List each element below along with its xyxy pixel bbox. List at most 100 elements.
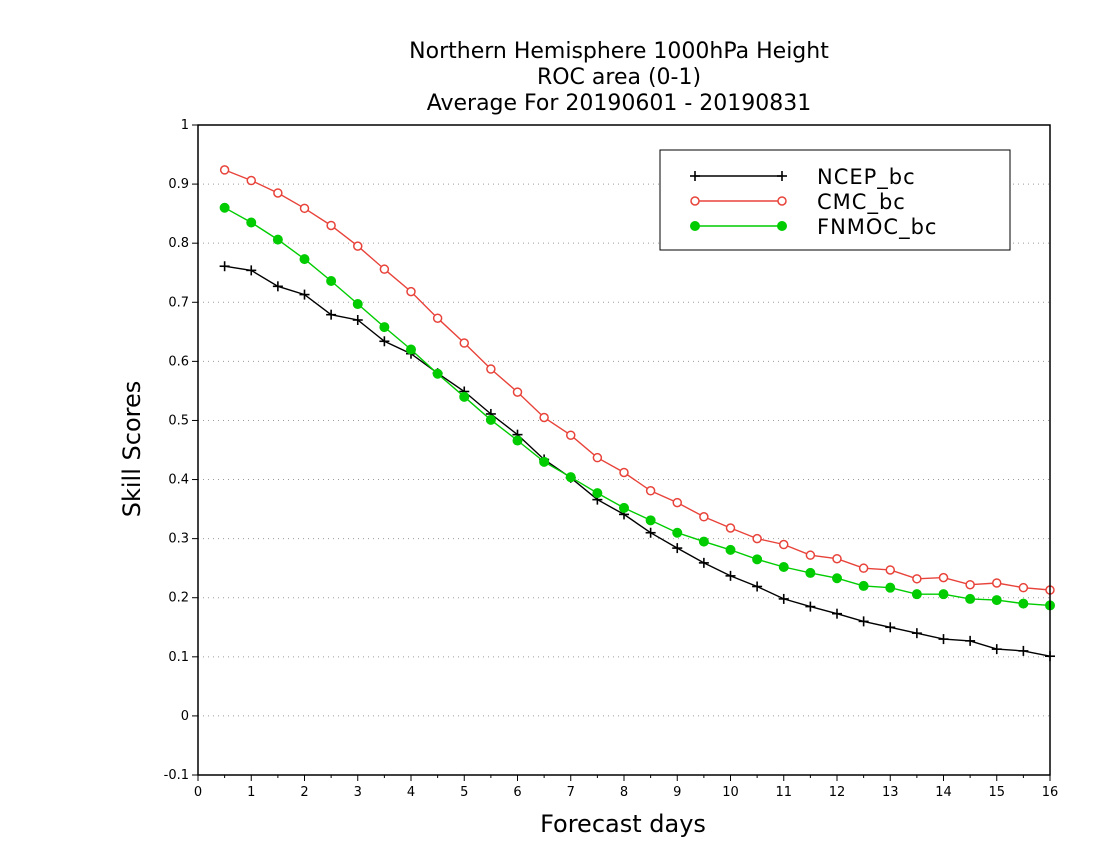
- x-tick-label: 8: [620, 785, 628, 800]
- series-ncep-bc: [219, 261, 1055, 662]
- legend-marker-end: [777, 171, 787, 181]
- data-point: [832, 608, 842, 619]
- data-point: [965, 579, 975, 590]
- data-point: [299, 289, 310, 300]
- chart-title-line-1: Northern Hemisphere 1000hPa Height: [409, 39, 829, 64]
- chart-title-line-2: ROC area (0-1): [537, 65, 701, 90]
- y-tick-label: 0.6: [168, 354, 189, 369]
- series-cmc-bc: [219, 165, 1055, 595]
- legend-entry: NCEP_bc: [690, 165, 916, 190]
- legend-label: FNMOC_bc: [817, 215, 937, 240]
- data-point: [965, 593, 976, 604]
- data-point: [592, 488, 603, 499]
- data-point: [485, 414, 496, 425]
- data-point: [779, 539, 789, 550]
- data-series: [219, 165, 1055, 662]
- legend-label: CMC_bc: [817, 190, 906, 215]
- data-point: [566, 430, 576, 440]
- data-point: [699, 512, 709, 522]
- data-point: [805, 550, 816, 560]
- data-point: [645, 515, 656, 526]
- data-point: [911, 589, 922, 600]
- y-tick-label: 0.1: [168, 650, 189, 665]
- data-point: [645, 527, 656, 538]
- data-point: [299, 203, 310, 214]
- x-tick-label: 10: [722, 785, 739, 800]
- y-tick-label: 0.8: [168, 236, 189, 251]
- gridlines: [198, 183, 1050, 717]
- data-point: [246, 217, 257, 228]
- data-point: [725, 570, 736, 581]
- data-point: [432, 313, 443, 323]
- legend-entry: CMC_bc: [690, 190, 906, 215]
- y-tick-label: 0.3: [168, 532, 189, 547]
- data-point: [512, 435, 523, 446]
- data-point: [858, 563, 869, 573]
- series-line: [224, 265, 1051, 657]
- data-point: [912, 574, 922, 584]
- data-point: [885, 622, 896, 633]
- x-tick-label: 4: [407, 785, 415, 800]
- data-point: [486, 364, 496, 374]
- data-point: [832, 553, 842, 564]
- data-point: [592, 452, 603, 463]
- data-point: [326, 276, 337, 286]
- data-point: [353, 241, 363, 251]
- legend-marker-end: [777, 221, 787, 231]
- series-line: [224, 207, 1051, 607]
- data-point: [352, 315, 363, 325]
- y-tick-label: 1: [181, 118, 189, 133]
- data-point: [565, 472, 576, 483]
- data-point: [1018, 598, 1029, 609]
- data-point: [619, 467, 629, 478]
- data-point: [938, 589, 949, 600]
- data-point: [778, 593, 789, 604]
- data-point: [672, 543, 683, 554]
- x-tick-label: 15: [988, 785, 1005, 800]
- x-tick-label: 3: [354, 785, 362, 800]
- data-point: [299, 254, 310, 265]
- data-point: [219, 202, 230, 213]
- data-point: [992, 578, 1002, 588]
- data-point: [459, 338, 469, 348]
- data-point: [272, 234, 283, 245]
- y-axis-title: Skill Scores: [118, 381, 146, 518]
- data-point: [379, 264, 390, 274]
- y-tick-label: -0.1: [164, 768, 189, 783]
- x-tick-label: 16: [1042, 785, 1059, 800]
- legend-marker-end: [777, 196, 787, 206]
- data-point: [512, 387, 523, 397]
- data-point: [725, 544, 736, 555]
- y-tick-label: 0: [181, 709, 189, 724]
- data-point: [752, 581, 763, 592]
- legend-label: NCEP_bc: [817, 165, 916, 190]
- data-point: [885, 565, 895, 575]
- data-point: [459, 391, 470, 402]
- data-point: [406, 344, 416, 355]
- data-point: [858, 616, 869, 627]
- data-point: [219, 165, 230, 175]
- x-tick-label: 9: [673, 785, 681, 800]
- series-fnmoc-bc: [219, 202, 1055, 611]
- data-point: [272, 281, 283, 292]
- x-tick-label: 6: [513, 785, 521, 800]
- y-tick-label: 0.2: [168, 591, 189, 606]
- data-point: [672, 497, 682, 508]
- data-point: [938, 572, 949, 583]
- data-point: [326, 220, 336, 231]
- data-point: [725, 523, 736, 533]
- x-tick-label: 0: [194, 785, 202, 800]
- data-point: [273, 188, 283, 198]
- data-point: [991, 644, 1002, 655]
- x-tick-label: 12: [829, 785, 846, 800]
- x-axis-title: Forecast days: [540, 810, 706, 838]
- x-tick-label: 11: [775, 785, 792, 800]
- data-point: [379, 336, 390, 347]
- legend-marker-start: [690, 196, 700, 206]
- data-point: [539, 412, 549, 423]
- data-point: [539, 456, 550, 467]
- data-point: [326, 309, 337, 320]
- y-tick-label: 0.7: [168, 295, 189, 310]
- data-point: [965, 635, 976, 646]
- data-point: [432, 368, 443, 379]
